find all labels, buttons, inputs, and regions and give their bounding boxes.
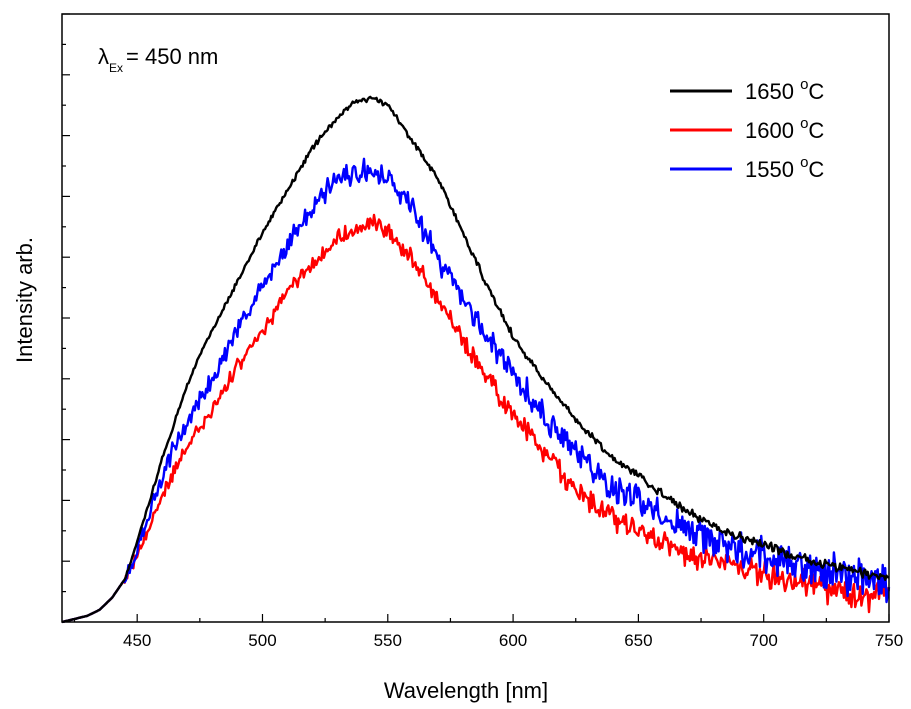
- series-line-1550: [61, 157, 891, 624]
- x-tick-label: 500: [248, 631, 276, 650]
- y-axis-title: Intensity arb.: [12, 237, 37, 363]
- x-tick-label: 700: [750, 631, 778, 650]
- x-axis-title: Wavelength [nm]: [384, 678, 548, 703]
- legend: 1650 oC 1600 oC 1550 oC: [670, 76, 824, 182]
- x-tick-label: 750: [875, 631, 903, 650]
- legend-label-1600: 1600 oC: [745, 115, 824, 143]
- legend-entry-1550: 1550 oC: [670, 154, 824, 182]
- annotation-subscript: Ex: [109, 61, 123, 75]
- x-tick-label: 600: [499, 631, 527, 650]
- annotation-text: = 450 nm: [126, 44, 218, 69]
- legend-label-1550: 1550 oC: [745, 154, 824, 182]
- legend-label-1650: 1650 oC: [745, 76, 824, 104]
- series-line-1600: [61, 213, 891, 624]
- x-tick-label: 650: [624, 631, 652, 650]
- tick-layer: 450 500 550 600 650 700 750: [62, 13, 903, 650]
- x-tick-label: 550: [374, 631, 402, 650]
- legend-entry-1600: 1600 oC: [670, 115, 824, 143]
- series-layer: [61, 95, 891, 624]
- series-line-1650: [61, 95, 890, 624]
- excitation-annotation: λEx = 450 nm: [98, 44, 218, 75]
- x-tick-label: 450: [123, 631, 151, 650]
- legend-entry-1650: 1650 oC: [670, 76, 824, 104]
- lambda-symbol: λ: [98, 44, 109, 69]
